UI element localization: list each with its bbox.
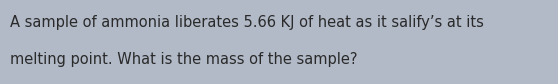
Text: A sample of ammonia liberates 5.66 KJ of heat as it salify’s at its: A sample of ammonia liberates 5.66 KJ of… bbox=[10, 15, 484, 30]
Text: melting point. What is the mass of the sample?: melting point. What is the mass of the s… bbox=[10, 52, 358, 67]
